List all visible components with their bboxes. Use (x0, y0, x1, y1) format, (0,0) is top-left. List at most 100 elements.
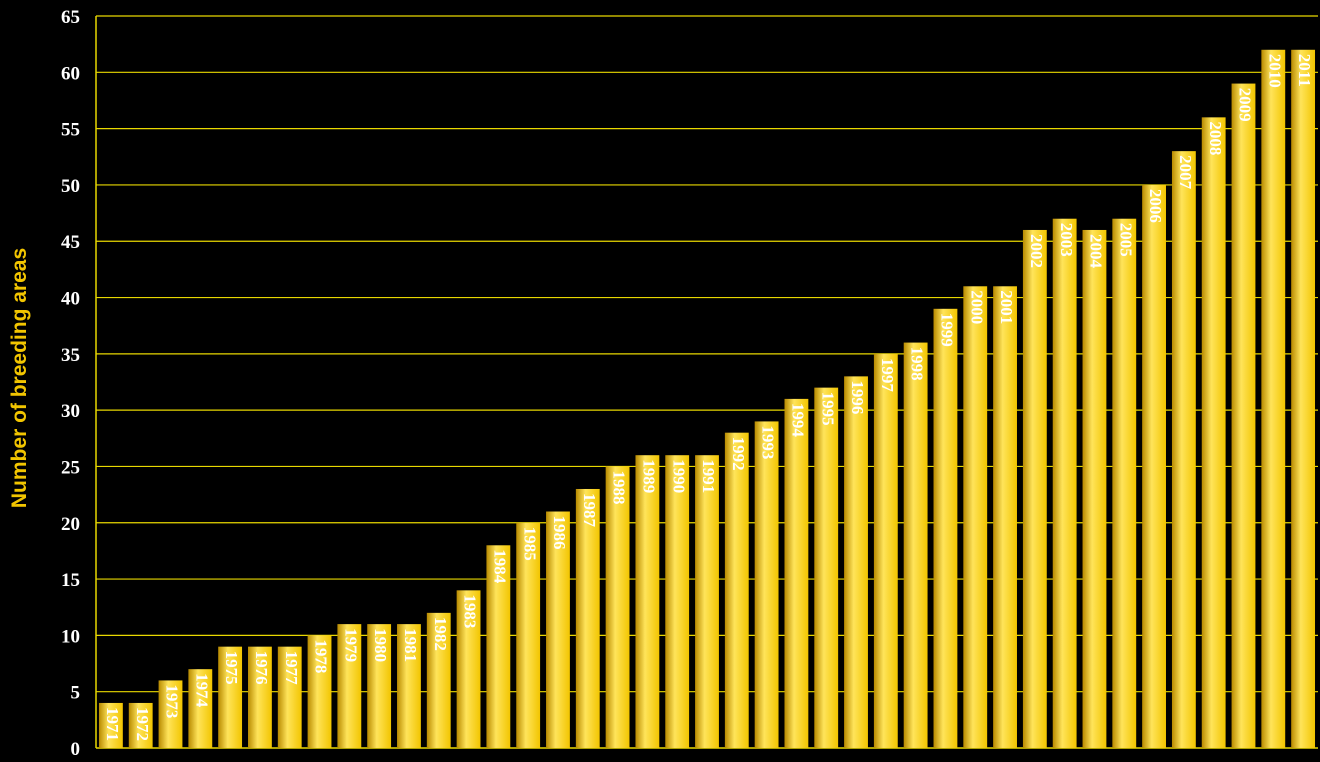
bar-2010 (1261, 49, 1286, 748)
bar-label-1973: 1973 (163, 684, 182, 718)
bar-2000 (963, 286, 988, 748)
bar-1996 (844, 376, 868, 748)
bar-label-2002: 2002 (1027, 234, 1046, 268)
bar-label-1982: 1982 (431, 617, 450, 651)
bar-label-1984: 1984 (490, 549, 509, 584)
bar-1984 (486, 545, 511, 748)
bar-label-1985: 1985 (520, 527, 539, 561)
bar-label-1975: 1975 (222, 651, 241, 685)
bar-2004 (1082, 229, 1107, 749)
y-tick-label: 60 (61, 63, 80, 84)
y-tick-label: 65 (61, 7, 80, 28)
bar-label-2004: 2004 (1087, 234, 1106, 269)
bar-label-1988: 1988 (610, 470, 629, 504)
bar-label-2001: 2001 (997, 290, 1016, 324)
y-tick-label: 0 (71, 739, 81, 757)
bar-label-2006: 2006 (1146, 189, 1165, 223)
bar-label-1981: 1981 (401, 628, 420, 662)
bar-label-1979: 1979 (341, 628, 360, 662)
bar-1977 (277, 646, 302, 748)
bar-label-1989: 1989 (639, 459, 658, 493)
y-tick-label: 40 (61, 289, 80, 310)
bar-label-1971: 1971 (103, 707, 122, 741)
bar-1974 (188, 669, 213, 748)
y-axis-label: Number of breeding areas (8, 248, 31, 508)
bar-2006 (1142, 184, 1166, 749)
bar-label-1986: 1986 (550, 516, 569, 550)
y-tick-labels: 0 5 10 15 20 25 30 35 40 45 50 55 60 65 (61, 7, 81, 760)
bar-1979 (337, 624, 362, 748)
bars: 1971 1972 1973 1974 1975 1976 1977 1978 1979 1980… (98, 49, 1316, 749)
bar-2008 (1201, 117, 1226, 749)
bar-1978 (307, 635, 332, 748)
bar-label-1992: 1992 (729, 437, 748, 471)
bar-1990 (665, 455, 690, 748)
bar-2001 (993, 286, 1017, 748)
bar-label-1980: 1980 (371, 628, 390, 662)
bar-label-2010: 2010 (1265, 54, 1284, 88)
bar-1989 (635, 455, 660, 748)
bar-label-1995: 1995 (818, 392, 837, 426)
y-tick-label: 5 (71, 683, 81, 704)
bar-1982 (426, 612, 451, 748)
y-tick-label: 20 (61, 514, 80, 535)
bar-label-1991: 1991 (699, 459, 718, 493)
bar-1972 (128, 702, 153, 748)
bar-1981 (397, 624, 421, 748)
bar-2003 (1052, 218, 1077, 748)
bar-1985 (516, 522, 541, 748)
bar-1973 (158, 680, 183, 748)
bar-1971 (98, 702, 123, 748)
bar-1998 (903, 342, 928, 748)
bar-1980 (367, 624, 392, 748)
bar-1986 (546, 511, 570, 748)
bar-2011 (1291, 49, 1316, 748)
y-tick-label: 15 (61, 570, 80, 591)
y-tick-label: 45 (61, 232, 80, 253)
y-tick-label: 55 (61, 120, 80, 141)
bar-1992 (724, 432, 749, 748)
bar-label-1978: 1978 (312, 639, 331, 673)
y-tick-label: 50 (61, 176, 80, 197)
bar-1976 (248, 646, 272, 748)
bar-label-1972: 1972 (133, 707, 152, 741)
bar-1988 (605, 466, 630, 748)
bar-2005 (1112, 218, 1137, 748)
bar-label-1997: 1997 (878, 358, 897, 393)
bar-label-1998: 1998 (908, 347, 927, 381)
bar-label-2007: 2007 (1176, 155, 1195, 190)
bar-label-2009: 2009 (1236, 88, 1255, 122)
y-tick-label: 35 (61, 345, 80, 366)
bar-label-1987: 1987 (580, 493, 599, 527)
bar-1993 (754, 421, 779, 748)
bar-label-1999: 1999 (938, 313, 957, 347)
bar-2009 (1231, 83, 1256, 748)
bar-1997 (873, 353, 898, 748)
bar-1987 (575, 488, 600, 748)
bar-label-1974: 1974 (192, 673, 211, 708)
bar-label-2008: 2008 (1206, 121, 1225, 155)
bar-label-1996: 1996 (848, 380, 867, 414)
bar-label-2011: 2011 (1295, 54, 1314, 87)
bar-label-1983: 1983 (461, 594, 480, 628)
bar-1994 (784, 398, 809, 748)
bar-1983 (456, 590, 481, 748)
y-tick-label: 10 (61, 626, 80, 647)
bar-label-2000: 2000 (967, 290, 986, 324)
bar-2002 (1022, 229, 1047, 749)
y-tick-label: 25 (61, 457, 80, 478)
bar-1999 (933, 308, 958, 748)
bar-label-2003: 2003 (1057, 223, 1076, 257)
bar-label-1994: 1994 (789, 403, 808, 438)
bar-label-1977: 1977 (282, 651, 301, 686)
bar-1995 (814, 387, 839, 748)
bar-1991 (695, 455, 719, 748)
bar-label-1976: 1976 (252, 651, 271, 685)
bar-2007 (1171, 151, 1196, 748)
bar-label-1993: 1993 (759, 425, 778, 459)
bar-label-2005: 2005 (1116, 223, 1135, 257)
y-tick-label: 30 (61, 401, 80, 422)
bar-label-1990: 1990 (669, 459, 688, 493)
